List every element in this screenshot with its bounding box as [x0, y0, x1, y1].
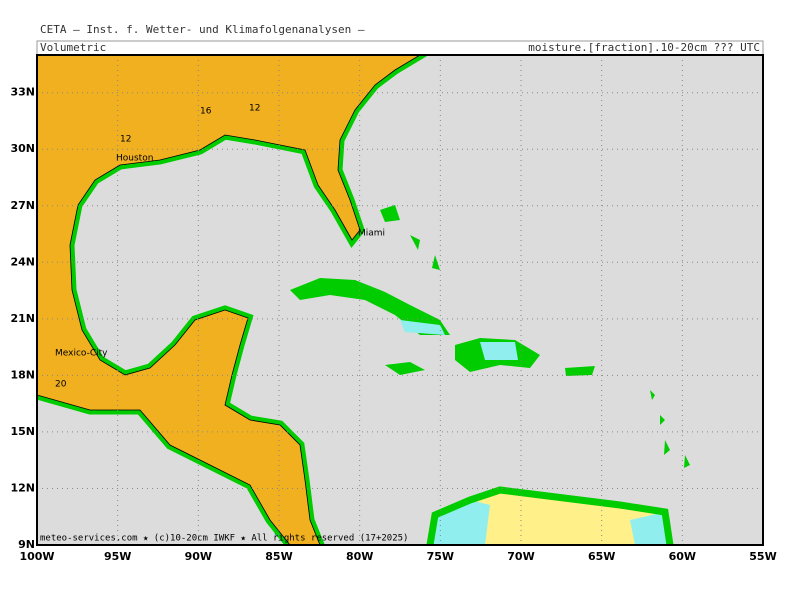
city-label: Mexico-City	[55, 349, 108, 359]
lon-tick-label: 70W	[507, 550, 534, 563]
bahamas	[380, 205, 440, 270]
jamaica	[385, 362, 425, 375]
header-right: moisture.[fraction].10-20cm ??? UTC	[528, 41, 760, 54]
lat-tick-label: 30N	[10, 142, 35, 155]
footer: meteo-services.com ★ (c)10-20cm IWKF ★ A…	[40, 534, 408, 544]
header-title: CETA — Inst. f. Wetter- und Klimafolgena…	[40, 23, 365, 36]
lat-tick-label: 12N	[10, 481, 35, 494]
lat-tick-label: 27N	[10, 199, 35, 212]
moisture-zone	[430, 500, 670, 545]
lesser-antilles	[650, 390, 690, 468]
lon-tick-label: 95W	[104, 550, 131, 563]
coast-band	[426, 486, 674, 545]
lon-tick-label: 65W	[588, 550, 615, 563]
puerto-rico	[565, 366, 595, 376]
city-label: Miami	[358, 229, 385, 239]
land	[37, 55, 690, 545]
contour-label: 20	[55, 380, 67, 390]
lon-tick-label: 60W	[669, 550, 696, 563]
contour-label: 12	[120, 135, 131, 145]
moisture-zone	[480, 342, 518, 360]
contour-label: 16	[200, 107, 212, 117]
lon-tick-label: 80W	[346, 550, 373, 563]
lon-tick-label: 100W	[19, 550, 54, 563]
lon-tick-label: 75W	[427, 550, 454, 563]
lat-tick-label: 18N	[10, 368, 35, 381]
lat-tick-label: 15N	[10, 425, 35, 438]
moisture-zone	[400, 320, 445, 335]
lat-tick-label: 24N	[10, 255, 35, 268]
map-frame	[36, 54, 764, 546]
contour-label: 12	[249, 104, 260, 114]
lon-tick-label: 85W	[265, 550, 292, 563]
lat-tick-label: 33N	[10, 86, 35, 99]
lon-tick-label: 90W	[185, 550, 212, 563]
lon-tick-label: 55W	[749, 550, 776, 563]
lat-tick-label: 21N	[10, 312, 35, 325]
cuba	[290, 278, 450, 335]
lat-tick-label: 9N	[18, 538, 35, 551]
header-left: Volumetric	[40, 41, 106, 54]
city-label: Houston	[116, 154, 153, 164]
